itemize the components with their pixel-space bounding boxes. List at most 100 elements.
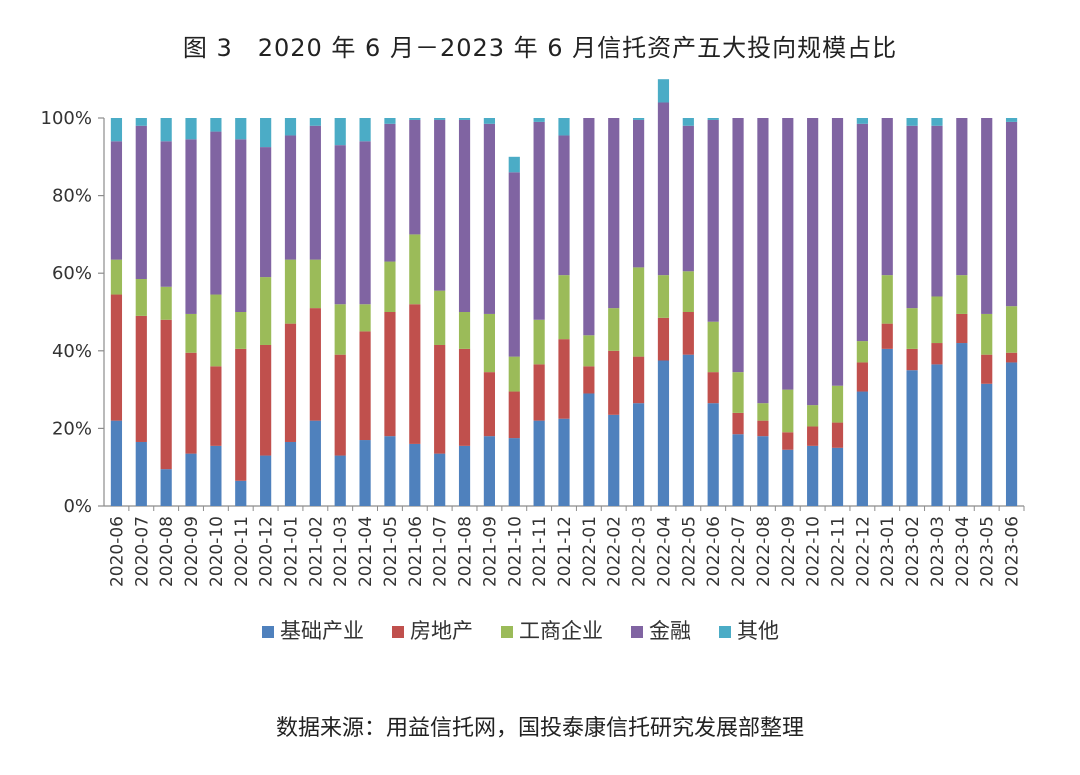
- x-tick-label: 2021-10: [505, 516, 525, 587]
- bar-segment: [458, 118, 471, 120]
- x-tick-label: 2022-10: [804, 516, 824, 587]
- legend-swatch: [392, 626, 404, 638]
- bar-segment: [856, 341, 868, 363]
- bar-segment: [260, 118, 272, 148]
- bar-segment: [309, 308, 321, 421]
- bar-segment: [657, 275, 670, 318]
- bar-segment: [757, 420, 769, 437]
- legend-swatch: [719, 626, 731, 638]
- x-tick-label: 2021-12: [555, 516, 575, 587]
- bar-segment: [210, 131, 222, 295]
- x-tick-label: 2020-12: [257, 516, 277, 587]
- bar-segment: [508, 356, 520, 392]
- bar-segment: [160, 118, 172, 142]
- y-tick-label: 60%: [52, 263, 92, 284]
- bar-segment: [583, 118, 595, 336]
- bar-segment: [210, 445, 222, 506]
- bar-segment: [508, 438, 520, 506]
- bar-segment: [135, 279, 147, 316]
- bar-segment: [707, 372, 719, 404]
- bar-segment: [657, 79, 670, 103]
- bar-segment: [558, 339, 570, 419]
- bar-segment: [235, 139, 247, 312]
- legend-label: 房地产: [410, 619, 473, 643]
- bar-segment: [1005, 362, 1018, 506]
- bar-segment: [533, 319, 545, 365]
- x-tick-label: 2023-02: [903, 516, 923, 587]
- bar-segment: [260, 147, 272, 278]
- bar-segment: [359, 141, 371, 305]
- bar-segment: [782, 449, 794, 506]
- bar-segment: [757, 436, 769, 506]
- bar-segment: [782, 118, 794, 390]
- bar-segment: [235, 480, 247, 506]
- bar-segment: [284, 323, 297, 442]
- x-tick-label: 2020-10: [207, 516, 227, 587]
- bar-segment: [260, 277, 272, 345]
- x-tick-label: 2022-03: [630, 516, 650, 587]
- bar-segment: [409, 119, 421, 235]
- bar-segment: [185, 453, 197, 506]
- bar-segment: [881, 348, 893, 506]
- bar-segment: [732, 434, 744, 506]
- bar-segment: [881, 323, 893, 349]
- bar-segment: [881, 118, 893, 276]
- bar-segment: [906, 118, 918, 126]
- x-tick-label: 2020-06: [107, 516, 127, 587]
- bar-segment: [707, 119, 719, 322]
- bar-segment: [284, 135, 297, 260]
- bar-segment: [757, 403, 769, 421]
- bar-segment: [359, 331, 371, 441]
- bar-segment: [732, 118, 744, 373]
- legend-swatch: [631, 626, 643, 638]
- bar-segment: [707, 403, 719, 506]
- bar-segment: [384, 261, 396, 312]
- bar-segment: [1005, 306, 1018, 353]
- bar-segment: [956, 313, 968, 344]
- x-tick-label: 2023-05: [978, 516, 998, 587]
- bar-segment: [483, 123, 495, 314]
- bar-segment: [831, 447, 844, 506]
- x-tick-label: 2022-08: [754, 516, 774, 587]
- bar-segment: [583, 335, 595, 367]
- x-tick-label: 2021-05: [381, 516, 401, 587]
- bar-segment: [334, 118, 346, 146]
- bar-segment: [682, 118, 694, 126]
- x-tick-label: 2020-11: [232, 516, 252, 587]
- bar-segment: [558, 118, 570, 136]
- bar-segment: [508, 156, 520, 173]
- x-tick-label: 2021-01: [281, 516, 301, 587]
- bar-segment: [533, 121, 545, 320]
- x-tick-label: 2020-09: [182, 516, 202, 587]
- bar-segment: [533, 364, 545, 421]
- x-tick-label: 2022-04: [654, 516, 674, 587]
- bar-segment: [608, 350, 620, 415]
- bar-segment: [384, 118, 396, 124]
- bar-segment: [608, 308, 620, 351]
- bar-segment: [956, 343, 968, 506]
- bar-segment: [309, 125, 321, 260]
- bar-segment: [135, 118, 147, 126]
- x-tick-label: 2023-06: [1003, 516, 1023, 587]
- x-tick-label: 2020-08: [157, 516, 177, 587]
- bar-segment: [856, 362, 868, 392]
- bar-segment: [633, 403, 645, 506]
- bar-segment: [384, 312, 396, 437]
- bar-segment: [458, 445, 471, 506]
- bar-segment: [508, 391, 520, 439]
- legend-label: 基础产业: [280, 619, 364, 643]
- bar-segment: [807, 405, 819, 427]
- bar-segment: [160, 469, 172, 506]
- bar-segment: [807, 118, 819, 406]
- bar-segment: [434, 453, 446, 506]
- bar-segment: [359, 118, 371, 142]
- bar-segment: [782, 432, 794, 450]
- bar-segment: [583, 393, 595, 506]
- chart-title: 图 3 2020 年 6 月－2023 年 6 月信托资产五大投向规模占比: [182, 34, 898, 62]
- legend: 基础产业 房地产 工商企业 金融 其他: [262, 619, 779, 643]
- bar-segment: [409, 443, 421, 506]
- bar-segment: [434, 290, 446, 345]
- x-tick-label: 2022-05: [679, 516, 699, 587]
- bar-segment: [931, 125, 943, 297]
- x-tick-label: 2021-06: [406, 516, 426, 587]
